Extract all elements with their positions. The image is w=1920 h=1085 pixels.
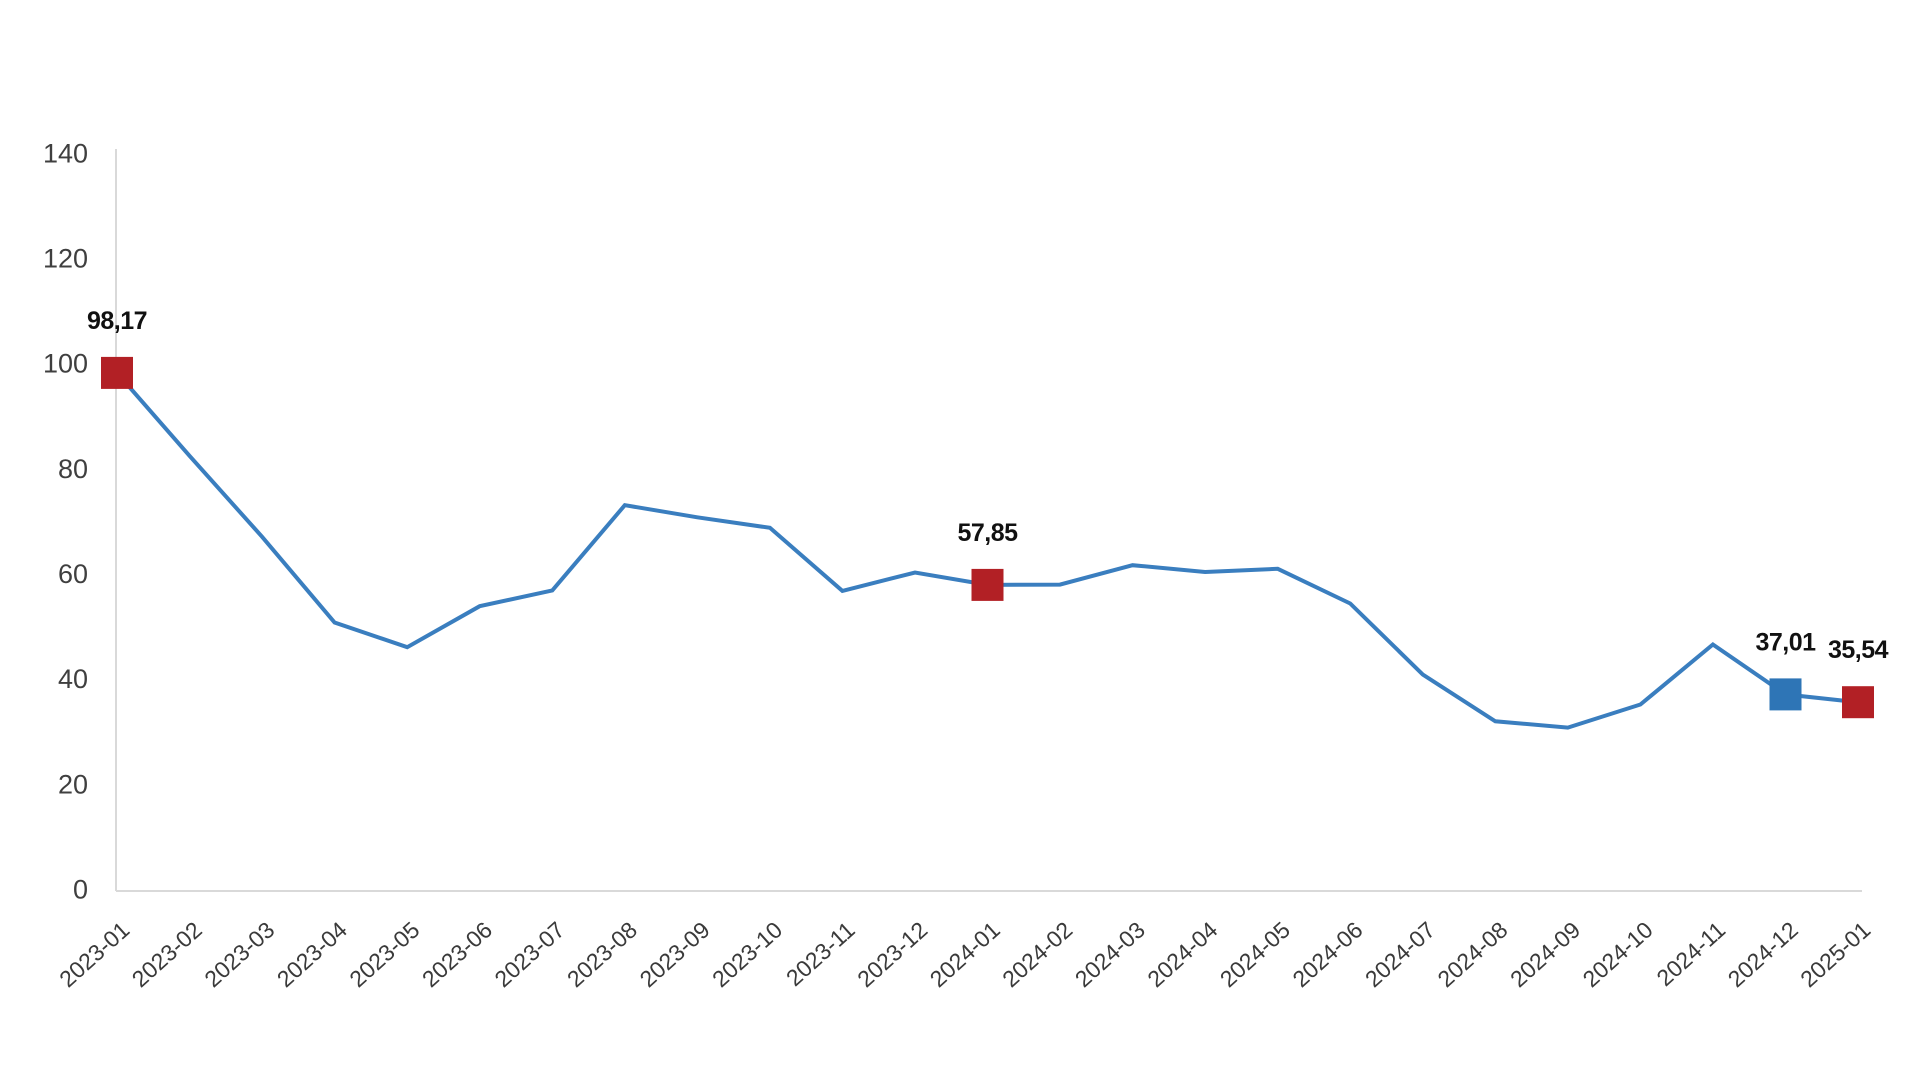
x-tick-label-2023-12: 2023-12 xyxy=(852,916,932,992)
x-tick-label-2024-10: 2024-10 xyxy=(1578,916,1658,992)
x-axis-tick-labels: 2023-012023-022023-032023-042023-052023-… xyxy=(54,916,1875,992)
x-tick-label-2025-01: 2025-01 xyxy=(1795,916,1875,992)
x-tick-label-2024-04: 2024-04 xyxy=(1142,916,1222,992)
x-tick-label-2023-11: 2023-11 xyxy=(781,916,860,991)
x-tick-label-2024-03: 2024-03 xyxy=(1070,916,1150,992)
x-tick-label-2023-05: 2023-05 xyxy=(344,916,424,992)
x-tick-label-2024-11: 2024-11 xyxy=(1651,916,1730,991)
x-tick-label-2023-08: 2023-08 xyxy=(562,916,642,992)
y-axis-tick-labels: 0 20 40 60 80 100 120 140 xyxy=(43,138,88,904)
y-tick-label-0: 0 xyxy=(73,874,88,904)
y-tick-label-120: 120 xyxy=(43,244,88,274)
x-tick-label-2024-06: 2024-06 xyxy=(1287,916,1367,992)
x-tick-label-2023-07: 2023-07 xyxy=(489,916,569,992)
x-tick-label-2023-06: 2023-06 xyxy=(417,916,497,992)
data-label-2025-01: 35,54 xyxy=(1828,636,1889,664)
y-tick-label-40: 40 xyxy=(58,664,88,694)
x-tick-label-2023-10: 2023-10 xyxy=(707,916,787,992)
y-tick-label-140: 140 xyxy=(43,138,88,168)
x-tick-label-2023-01: 2023-01 xyxy=(54,916,134,992)
data-line xyxy=(117,373,1858,728)
y-tick-label-20: 20 xyxy=(58,769,88,799)
x-tick-label-2023-04: 2023-04 xyxy=(272,916,352,992)
y-tick-label-80: 80 xyxy=(58,454,88,484)
y-tick-label-100: 100 xyxy=(43,349,88,379)
x-tick-label-2024-08: 2024-08 xyxy=(1433,916,1513,992)
data-point-labels: 98,17 57,85 37,01 35,54 xyxy=(87,307,1889,664)
x-tick-label-2024-01: 2024-01 xyxy=(925,916,1005,992)
x-tick-label-2024-07: 2024-07 xyxy=(1360,916,1440,992)
highlight-marker-2023-01 xyxy=(101,357,133,389)
x-tick-label-2023-02: 2023-02 xyxy=(127,916,207,992)
x-tick-label-2024-09: 2024-09 xyxy=(1505,916,1585,992)
highlight-marker-2024-12 xyxy=(1770,678,1802,710)
highlight-marker-2025-01 xyxy=(1842,686,1874,718)
highlight-marker-2024-01 xyxy=(972,569,1004,601)
data-label-2024-12: 37,01 xyxy=(1755,628,1816,656)
data-label-2023-01: 98,17 xyxy=(87,307,147,335)
x-tick-label-2024-05: 2024-05 xyxy=(1215,916,1295,992)
y-tick-label-60: 60 xyxy=(58,559,88,589)
x-tick-label-2023-03: 2023-03 xyxy=(199,916,279,992)
x-tick-label-2023-09: 2023-09 xyxy=(635,916,715,992)
data-label-2024-01: 57,85 xyxy=(957,519,1018,547)
x-tick-label-2024-12: 2024-12 xyxy=(1723,916,1803,992)
x-tick-label-2024-02: 2024-02 xyxy=(997,916,1077,992)
